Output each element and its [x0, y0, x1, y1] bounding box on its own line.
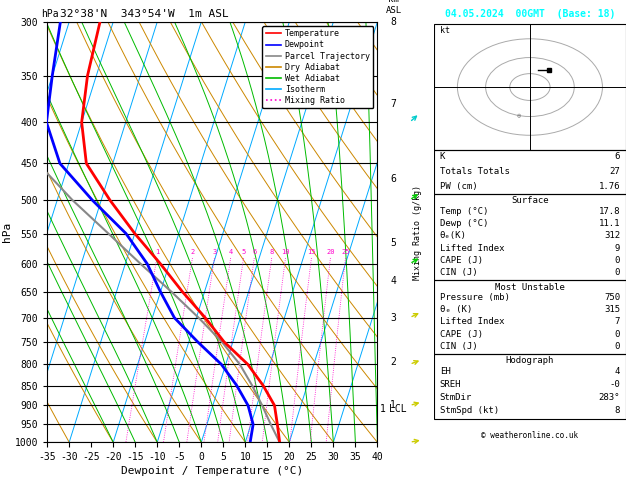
Text: 20: 20 — [326, 249, 335, 255]
Text: CAPE (J): CAPE (J) — [440, 330, 483, 339]
Text: 315: 315 — [604, 305, 620, 314]
Text: 4: 4 — [390, 276, 396, 286]
Text: 10: 10 — [282, 249, 290, 255]
Text: Dewp (°C): Dewp (°C) — [440, 219, 488, 228]
Text: 4: 4 — [615, 366, 620, 376]
Text: CAPE (J): CAPE (J) — [440, 256, 483, 265]
Text: hPa: hPa — [41, 9, 58, 19]
Text: StmDir: StmDir — [440, 393, 472, 402]
Text: 11.1: 11.1 — [599, 219, 620, 228]
Text: 6: 6 — [253, 249, 257, 255]
Text: Lifted Index: Lifted Index — [440, 317, 504, 327]
Text: Hodograph: Hodograph — [506, 356, 554, 365]
Text: 17.8: 17.8 — [599, 207, 620, 216]
Text: Pressure (mb): Pressure (mb) — [440, 293, 509, 302]
Text: © weatheronline.co.uk: © weatheronline.co.uk — [481, 431, 579, 440]
Text: 8: 8 — [390, 17, 396, 27]
Text: km
ASL: km ASL — [386, 0, 401, 15]
Text: 750: 750 — [604, 293, 620, 302]
Text: θₑ(K): θₑ(K) — [440, 231, 467, 241]
Text: PW (cm): PW (cm) — [440, 182, 477, 191]
Text: StmSpd (kt): StmSpd (kt) — [440, 406, 499, 415]
Text: K: K — [440, 152, 445, 161]
Text: SREH: SREH — [440, 380, 461, 389]
Text: 5: 5 — [242, 249, 246, 255]
Text: 6: 6 — [390, 174, 396, 184]
Legend: Temperature, Dewpoint, Parcel Trajectory, Dry Adiabat, Wet Adiabat, Isotherm, Mi: Temperature, Dewpoint, Parcel Trajectory… — [262, 26, 373, 108]
Text: 2: 2 — [390, 357, 396, 367]
Text: 04.05.2024  00GMT  (Base: 18): 04.05.2024 00GMT (Base: 18) — [445, 9, 615, 19]
Text: Temp (°C): Temp (°C) — [440, 207, 488, 216]
Text: Totals Totals: Totals Totals — [440, 167, 509, 176]
Text: Surface: Surface — [511, 196, 548, 205]
Text: 1: 1 — [380, 404, 386, 415]
Text: 3: 3 — [213, 249, 217, 255]
Text: 7: 7 — [390, 100, 396, 109]
Text: 25: 25 — [342, 249, 350, 255]
Text: Mixing Ratio (g/kg): Mixing Ratio (g/kg) — [413, 185, 422, 279]
Text: 283°: 283° — [599, 393, 620, 402]
Text: 15: 15 — [308, 249, 316, 255]
Text: 27: 27 — [610, 167, 620, 176]
Text: 2: 2 — [191, 249, 195, 255]
Text: kt: kt — [440, 26, 450, 35]
Text: 6: 6 — [615, 152, 620, 161]
Text: θₑ (K): θₑ (K) — [440, 305, 472, 314]
Y-axis label: hPa: hPa — [2, 222, 12, 242]
Text: CIN (J): CIN (J) — [440, 342, 477, 351]
Text: Most Unstable: Most Unstable — [495, 282, 565, 292]
Text: 0: 0 — [615, 342, 620, 351]
Text: -0: -0 — [610, 380, 620, 389]
Text: 8: 8 — [615, 406, 620, 415]
Text: 0: 0 — [615, 330, 620, 339]
Text: CIN (J): CIN (J) — [440, 268, 477, 277]
Text: 32°38'N  343°54'W  1m ASL: 32°38'N 343°54'W 1m ASL — [60, 9, 228, 19]
Text: 9: 9 — [615, 243, 620, 253]
Text: LCL: LCL — [389, 404, 407, 415]
Text: ⊕: ⊕ — [516, 113, 521, 120]
Text: 3: 3 — [390, 312, 396, 323]
Text: 0: 0 — [615, 268, 620, 277]
Text: 7: 7 — [615, 317, 620, 327]
X-axis label: Dewpoint / Temperature (°C): Dewpoint / Temperature (°C) — [121, 466, 303, 476]
Text: Lifted Index: Lifted Index — [440, 243, 504, 253]
Text: 8: 8 — [270, 249, 274, 255]
Text: 1: 1 — [390, 400, 396, 411]
Text: 4: 4 — [229, 249, 233, 255]
Text: 5: 5 — [390, 238, 396, 248]
Text: 1: 1 — [155, 249, 160, 255]
Text: 1.76: 1.76 — [599, 182, 620, 191]
Text: EH: EH — [440, 366, 450, 376]
Text: 312: 312 — [604, 231, 620, 241]
Text: 0: 0 — [615, 256, 620, 265]
